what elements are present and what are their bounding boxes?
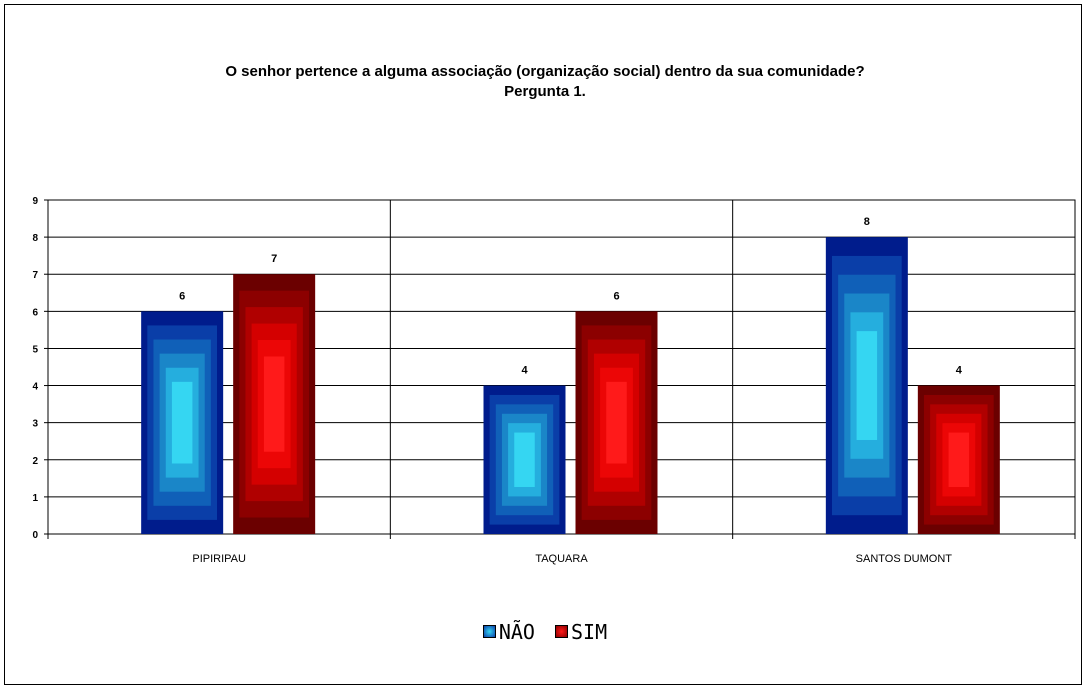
bar-sim-santos-dumont (918, 386, 1000, 534)
category-label: TAQUARA (535, 553, 588, 565)
bar-não-pipiripau (141, 311, 223, 534)
bar-band (172, 382, 193, 464)
data-label: 6 (179, 290, 185, 302)
y-tick-label: 5 (32, 344, 38, 355)
category-label: PIPIRIPAU (192, 553, 246, 565)
bar-não-santos-dumont (826, 237, 908, 534)
y-tick-label: 9 (32, 196, 38, 207)
data-label: 7 (271, 253, 277, 265)
legend-swatch-nao (483, 625, 496, 638)
data-label: 4 (521, 365, 528, 377)
bar-band (514, 433, 535, 487)
bar-não-taquara (484, 386, 566, 534)
bar-band (949, 433, 970, 487)
y-tick-label: 0 (32, 530, 38, 541)
legend-label-nao: NÃO (499, 620, 535, 644)
bar-band (606, 382, 627, 464)
data-label: 8 (864, 216, 870, 228)
bar-sim-pipiripau (233, 274, 315, 534)
data-label: 6 (613, 290, 619, 302)
y-tick-label: 1 (32, 493, 38, 504)
y-tick-label: 3 (32, 419, 38, 430)
category-label: SANTOS DUMONT (856, 553, 953, 565)
bar-band (264, 356, 285, 451)
y-tick-label: 4 (32, 382, 38, 393)
y-tick-label: 7 (32, 270, 38, 281)
y-tick-label: 6 (32, 307, 38, 318)
legend-item-nao: NÃO (483, 620, 535, 644)
legend-swatch-sim (555, 625, 568, 638)
legend-item-sim: SIM (555, 620, 607, 644)
y-tick-label: 8 (32, 233, 38, 244)
y-tick-label: 2 (32, 456, 38, 467)
bar-band (857, 331, 878, 440)
legend-label-sim: SIM (571, 620, 607, 644)
bar-sim-taquara (576, 311, 658, 534)
data-label: 4 (956, 365, 963, 377)
legend: NÃO SIM (0, 620, 1090, 644)
